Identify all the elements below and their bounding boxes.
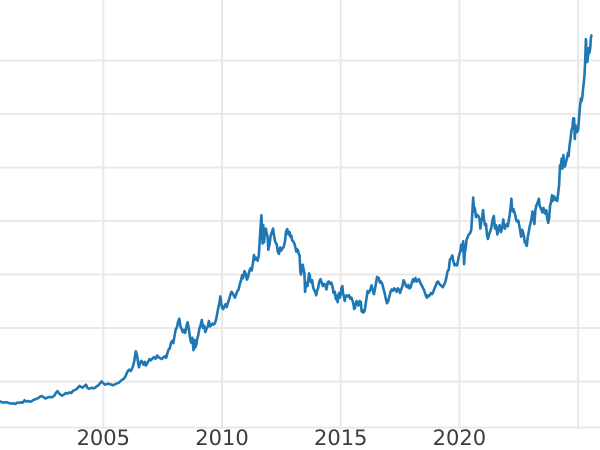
price-series-line — [0, 34, 593, 406]
x-tick-label: 2015 — [314, 426, 367, 450]
x-axis-tick-labels: 2005 2010 2015 2020 — [77, 426, 487, 450]
vertical-gridlines — [102, 0, 580, 429]
x-tick-label: 2020 — [433, 426, 486, 450]
x-tick-label: 2010 — [195, 426, 248, 450]
x-tick-label: 2005 — [77, 426, 130, 450]
